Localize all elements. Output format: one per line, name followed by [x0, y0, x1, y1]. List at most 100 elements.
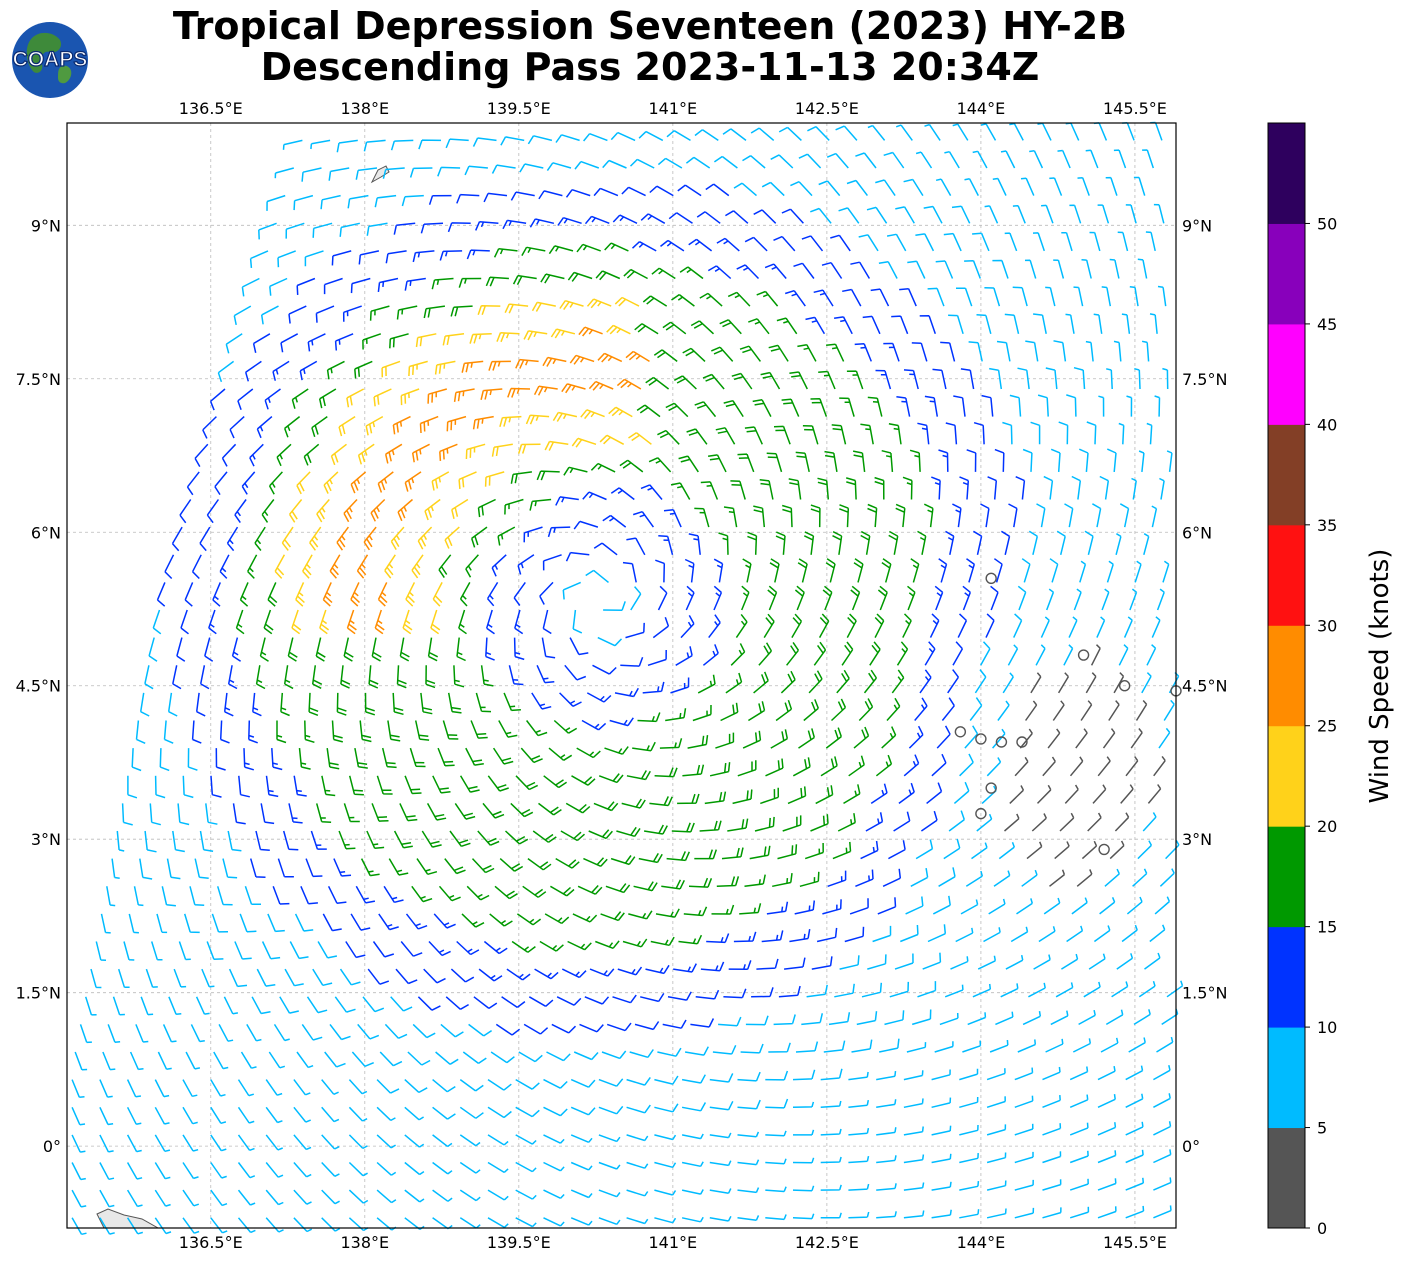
wind-barb: [1130, 728, 1143, 749]
wind-barb: [268, 1051, 286, 1069]
wind-barb: [1030, 672, 1042, 694]
wind-barb: [179, 499, 192, 524]
wind-barb: [742, 558, 752, 583]
wind-barb: [393, 830, 413, 849]
colorbar-segment: [1268, 223, 1305, 325]
wind-barb: [865, 812, 884, 832]
wind-barb: [438, 885, 461, 902]
wind-barb: [167, 692, 178, 717]
wind-barb: [400, 388, 420, 406]
wind-barb: [1075, 728, 1088, 749]
wind-barb: [996, 340, 1011, 362]
wind-barb: [695, 989, 720, 1000]
colorbar-tick-label: 15: [1317, 918, 1337, 937]
wind-barb: [909, 449, 921, 472]
wind-barb: [948, 314, 964, 335]
wind-barb: [980, 641, 991, 666]
wind-barb: [126, 1079, 142, 1098]
wind-barb: [128, 913, 139, 934]
wind-barb: [388, 858, 409, 876]
wind-barb: [623, 268, 648, 280]
wind-barb: [453, 388, 475, 403]
wind-barb: [1158, 727, 1171, 749]
colorbar-segment: [1268, 123, 1305, 224]
wind-barb: [825, 558, 836, 583]
wind-barb: [529, 498, 552, 511]
wind-barb: [542, 609, 552, 635]
wind-barb: [581, 719, 607, 731]
wind-barb: [1081, 840, 1098, 860]
wind-barb: [720, 702, 739, 722]
wind-barb: [593, 187, 619, 197]
wind-barb: [555, 857, 580, 869]
wind-barb: [1084, 530, 1094, 555]
wind-barb: [182, 1162, 199, 1180]
wind-barb: [261, 941, 281, 960]
wind-barb: [1059, 812, 1075, 832]
wind-barb: [894, 953, 914, 970]
wind-barb: [268, 471, 283, 495]
wind-barb: [765, 1070, 789, 1081]
wind-barb: [654, 1103, 679, 1113]
wind-barb: [881, 558, 892, 583]
wind-barb: [201, 968, 215, 988]
wind-barb: [1069, 1066, 1089, 1081]
wind-barb: [945, 422, 958, 445]
wind-barb: [542, 356, 567, 367]
wind-barb: [504, 830, 529, 845]
wind-barb: [876, 1127, 897, 1136]
wind-barb: [191, 554, 202, 580]
wind-barb: [739, 903, 762, 915]
wind-barb: [309, 526, 322, 551]
wind-barb: [875, 754, 893, 777]
wind-barb: [820, 1068, 843, 1081]
wind-barb: [983, 927, 1001, 943]
wind-barb: [1156, 1036, 1174, 1053]
wind-barb: [404, 1106, 424, 1121]
wind-barb: [347, 194, 369, 209]
wind-barb: [99, 1134, 114, 1153]
wind-barb: [112, 996, 125, 1016]
wind-barb: [244, 886, 261, 906]
wind-barb: [957, 613, 968, 638]
wind-barb: [182, 775, 194, 799]
wind-barb: [860, 530, 871, 555]
wind-barb: [634, 1021, 660, 1031]
wind-barb: [237, 1106, 255, 1124]
wind-barb: [709, 1215, 732, 1222]
wind-barb: [186, 471, 200, 496]
wind-barb: [556, 996, 582, 1006]
wind-barb: [106, 886, 116, 907]
wind-barb: [456, 940, 480, 956]
wind-barb: [475, 220, 499, 231]
wind-barb: [685, 156, 711, 169]
wind-barb: [546, 162, 572, 172]
wind-barb: [986, 1068, 1006, 1081]
wind-barb: [745, 1015, 769, 1026]
wind-barb: [219, 720, 230, 744]
wind-barb: [803, 699, 819, 722]
wind-barb: [1055, 982, 1074, 998]
wind-barb: [1126, 395, 1133, 417]
wind-barb: [1005, 954, 1024, 970]
wind-barb: [713, 558, 724, 583]
wind-barb: [1086, 421, 1097, 445]
wind-barb: [1111, 981, 1129, 998]
lat-tick-label-left: 0°: [43, 1137, 61, 1156]
wind-barb: [602, 514, 627, 528]
wind-barb: [895, 206, 915, 224]
wind-barb: [256, 416, 273, 439]
wind-barb: [647, 649, 667, 667]
wind-barb: [1057, 149, 1071, 169]
wind-barb: [348, 1134, 368, 1150]
wind-barb: [508, 665, 524, 686]
wind-barb: [807, 126, 830, 141]
wind-barb: [830, 234, 851, 252]
wind-barb: [1129, 285, 1139, 307]
wind-barb: [598, 773, 624, 784]
wind-barb: [1121, 313, 1131, 334]
wind-barb: [223, 692, 234, 717]
wind-barb: [329, 554, 341, 579]
wind-barb: [431, 471, 450, 491]
